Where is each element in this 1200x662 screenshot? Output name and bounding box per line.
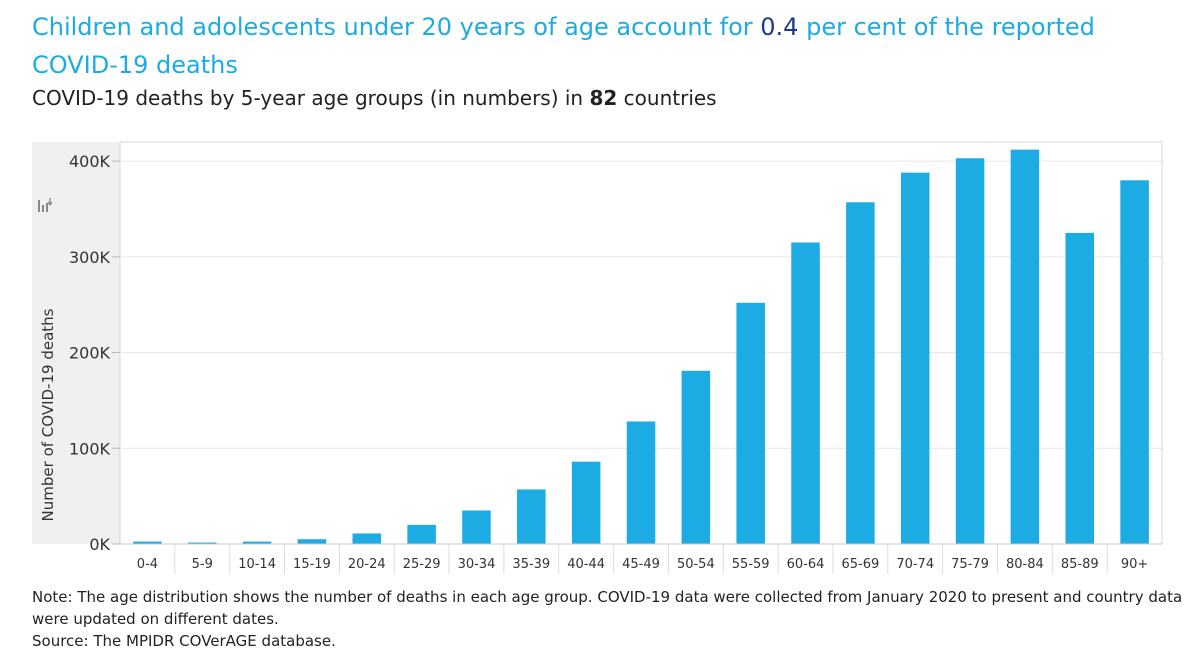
sort-icon[interactable] (38, 198, 53, 212)
x-tick-label: 55-59 (732, 557, 770, 572)
y-tick-label: 100K (69, 439, 111, 458)
chart-title: Children and adolescents under 20 years … (32, 8, 1182, 84)
title-text-end: per cent of the reported COVID-19 deaths (32, 13, 1095, 79)
title-highlight-value: 0.4 (760, 13, 799, 41)
x-tick-label: 50-54 (677, 557, 715, 572)
x-tick-label: 80-84 (1006, 557, 1044, 572)
source-line: Source: The MPIDR COVerAGE database. (32, 630, 1200, 652)
bar[interactable] (955, 158, 985, 544)
x-tick-labels: 0-4 5-9 10-14 15-19 20-24 25-29 30-34 35-39 40-4… (137, 544, 1148, 574)
bar[interactable] (626, 421, 656, 544)
x-tick-label: 15-19 (293, 557, 331, 572)
note-label: Note (32, 588, 68, 606)
x-tick-label: 75-79 (951, 557, 989, 572)
bar[interactable] (352, 533, 382, 544)
bar[interactable] (133, 541, 162, 544)
bar-chart: 0K 100K 200K 300K 400K 0-4 5-9 10-14 15-19 20-24… (32, 141, 1163, 574)
bar[interactable] (407, 524, 436, 544)
bar[interactable] (791, 242, 820, 545)
x-tick-label: 0-4 (137, 557, 158, 572)
bar[interactable] (1120, 180, 1149, 544)
x-tick-label: 35-39 (512, 557, 550, 572)
bar[interactable] (1065, 232, 1094, 544)
chart-subtitle: COVID-19 deaths by 5-year age groups (in… (32, 86, 717, 110)
bar[interactable] (188, 542, 217, 544)
bar[interactable] (846, 202, 875, 545)
x-tick-label: 70-74 (896, 557, 934, 572)
x-tick-label: 90+ (1121, 557, 1148, 572)
subtitle-country-count: 82 (589, 86, 618, 110)
footer-notes: Note: The age distribution shows the num… (32, 586, 1200, 652)
bar[interactable] (1010, 149, 1040, 544)
x-tick-label: 65-69 (841, 557, 879, 572)
bar[interactable] (462, 510, 491, 545)
source-text: : The MPIDR COVerAGE database. (83, 632, 336, 650)
bar[interactable] (297, 539, 327, 544)
y-tick-label: 400K (69, 152, 111, 171)
x-tick-label: 25-29 (403, 557, 441, 572)
bar[interactable] (900, 172, 930, 544)
subtitle-text-start: COVID-19 deaths by 5-year age groups (in… (32, 86, 590, 110)
title-text-start: Children and adolescents under 20 years … (32, 13, 761, 41)
note-text-line1: : The age distribution shows the number … (67, 588, 1183, 606)
note-line-2: were updated on different dates. (32, 610, 279, 628)
bar[interactable] (681, 370, 711, 544)
y-tick-label: 0K (89, 535, 110, 554)
x-tick-label: 10-14 (238, 557, 276, 572)
x-tick-label: 20-24 (348, 557, 386, 572)
source-label: Source (32, 632, 84, 650)
bar[interactable] (736, 302, 765, 544)
bar[interactable] (517, 489, 546, 544)
bars (133, 149, 1149, 545)
bar[interactable] (571, 461, 601, 544)
x-tick-label: 30-34 (458, 557, 496, 572)
x-tick-label: 40-44 (567, 557, 605, 572)
y-axis-title: Number of COVID-19 deaths (39, 308, 57, 521)
x-tick-label: 85-89 (1061, 557, 1099, 572)
bar[interactable] (242, 541, 272, 544)
x-tick-label: 60-64 (787, 557, 825, 572)
x-tick-label: 5-9 (192, 557, 213, 572)
note-line: Note: The age distribution shows the num… (32, 586, 1200, 608)
y-tick-label: 200K (69, 344, 111, 363)
y-tick-label: 300K (69, 248, 111, 267)
x-tick-label: 45-49 (622, 557, 660, 572)
subtitle-text-end: countries (617, 86, 717, 110)
y-tick-labels: 0K 100K 200K 300K 400K (69, 152, 120, 554)
